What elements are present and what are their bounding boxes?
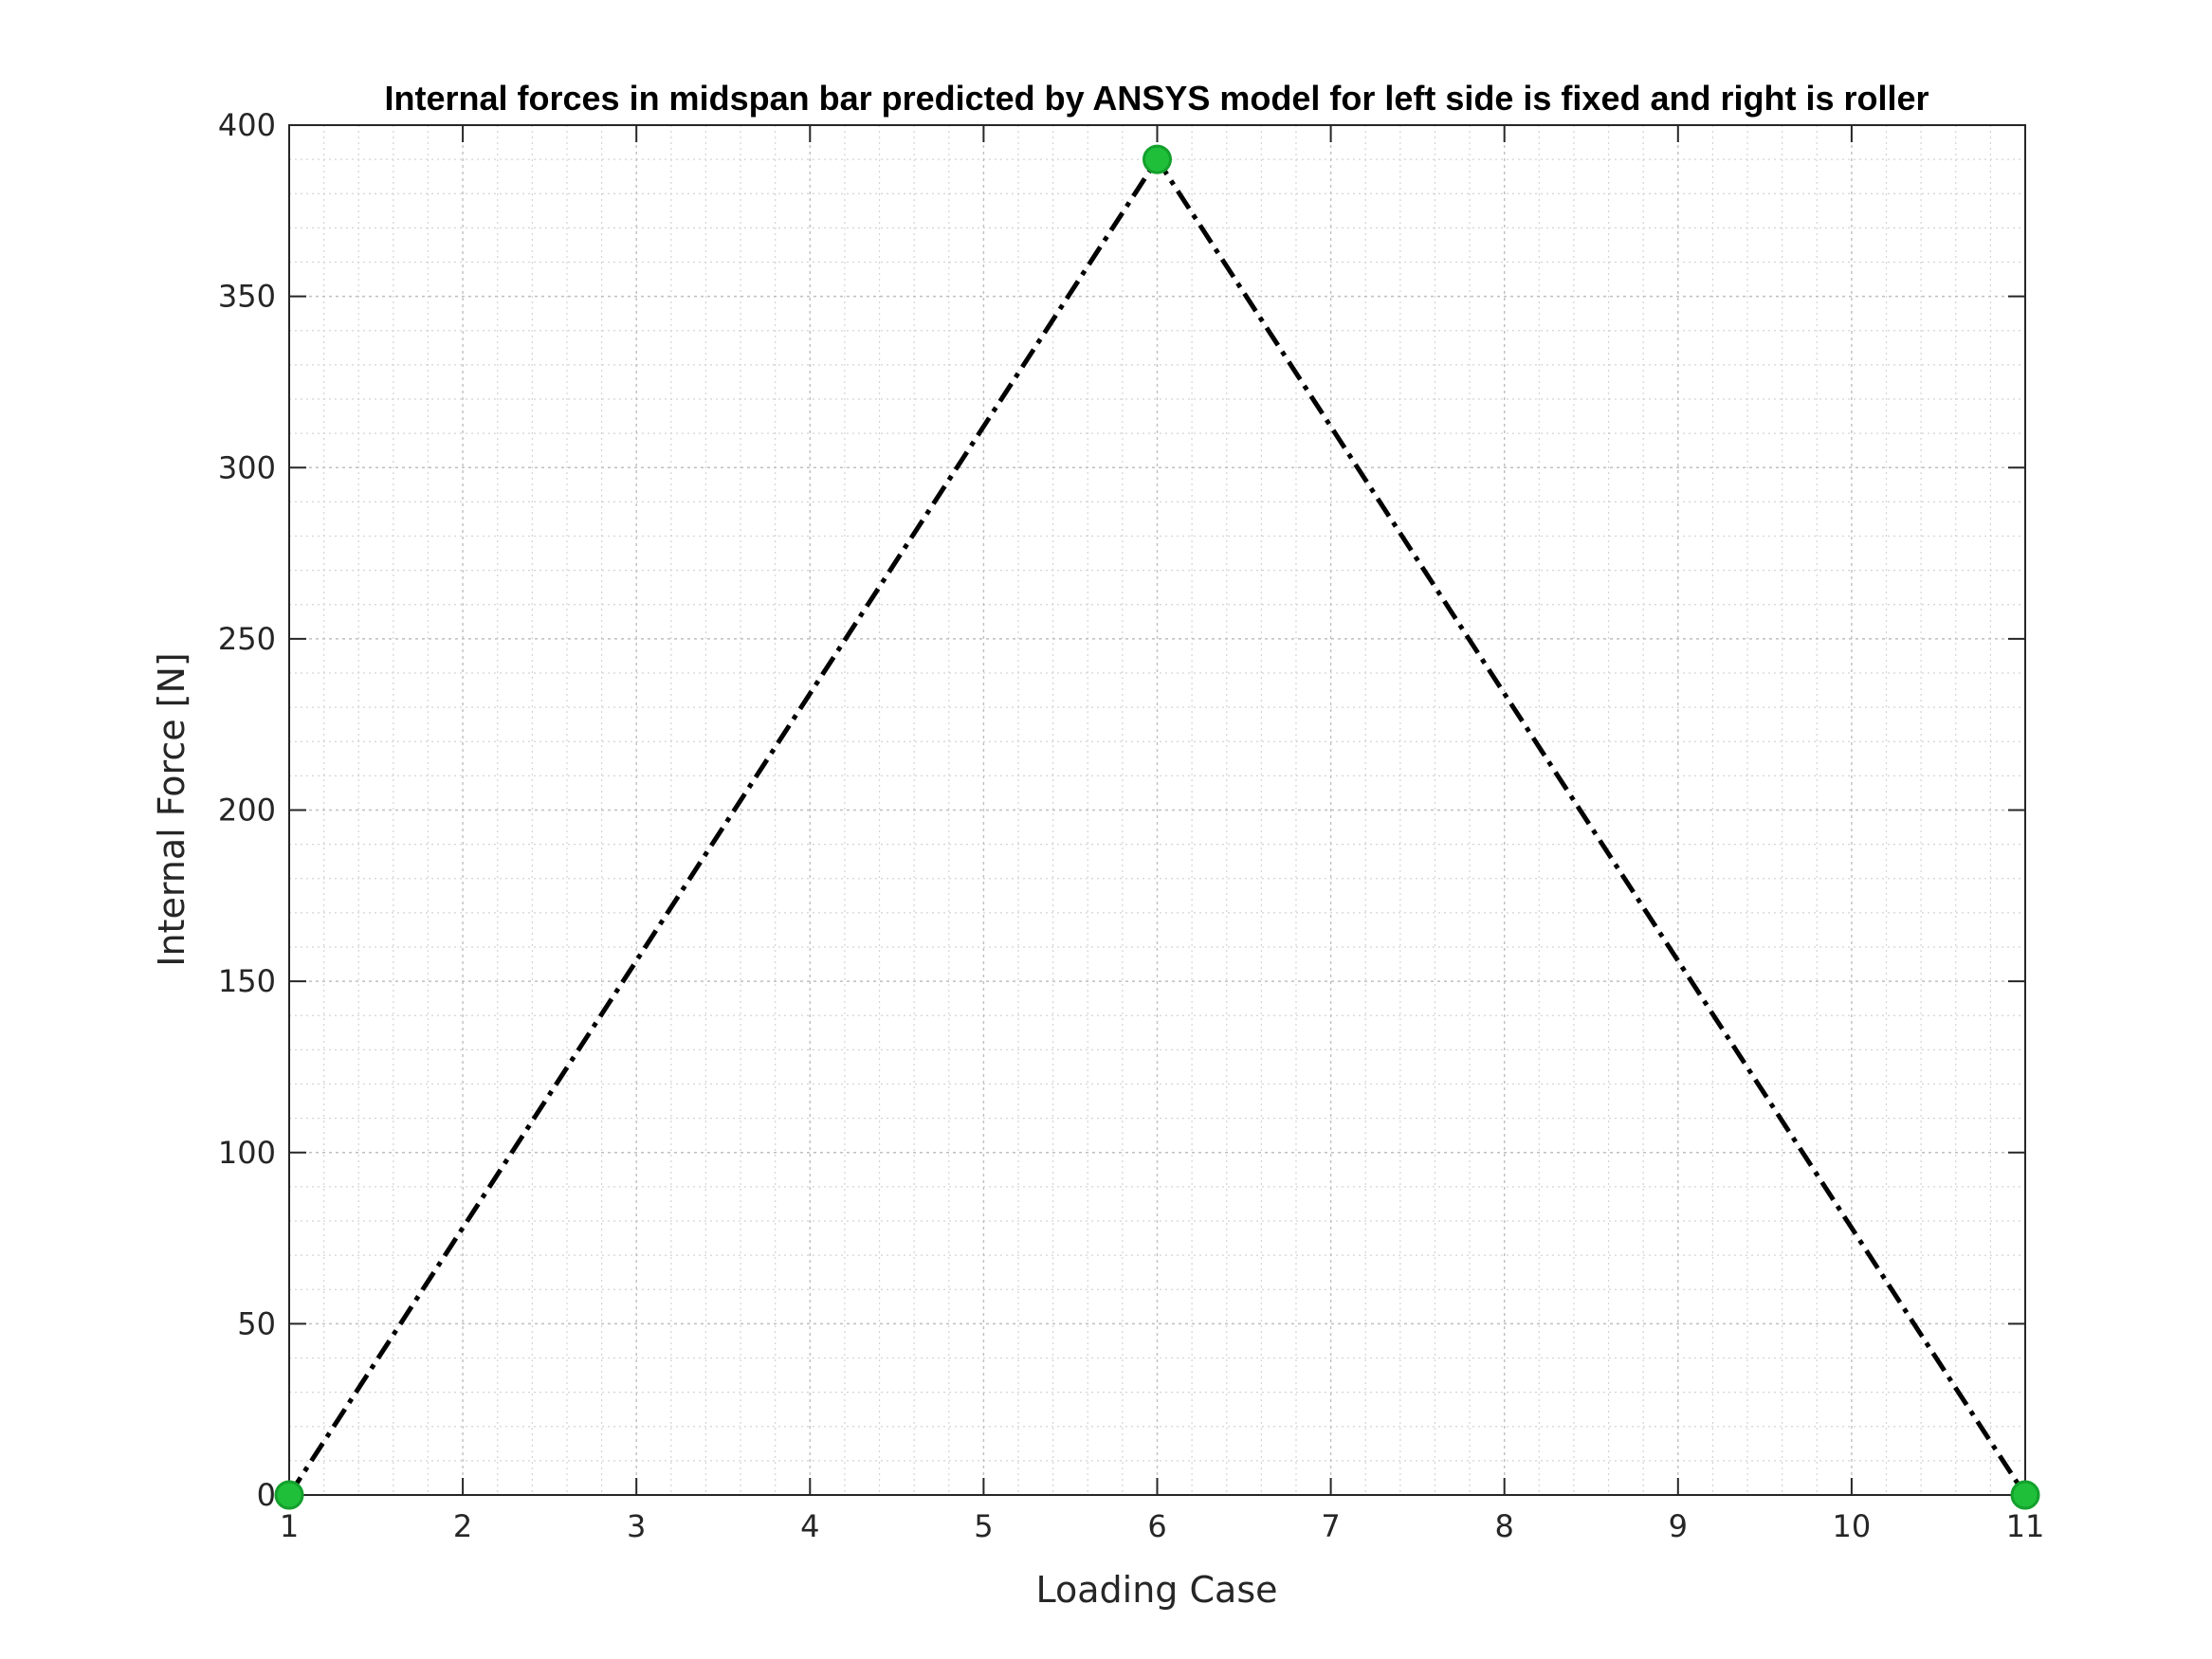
y-tick-label: 350 [218,279,276,315]
y-tick-labels: 0 50 100 150 200 250 300 350 400 [218,107,276,1513]
x-tick-label: 10 [1833,1508,1872,1544]
series-layer [274,144,2040,1510]
y-tick-label: 50 [237,1305,276,1341]
x-tick-label: 2 [453,1508,472,1544]
y-tick-label: 300 [218,449,276,485]
x-tick-label: 3 [627,1508,646,1544]
x-tick-label: 1 [280,1508,299,1544]
x-tick-label: 8 [1495,1508,1514,1544]
data-point [2010,1480,2040,1510]
data-point [1143,144,1172,174]
x-tick-label: 9 [1669,1508,1688,1544]
y-tick-label: 200 [218,793,276,829]
y-tick-label: 250 [218,621,276,657]
x-tick-label: 5 [974,1508,993,1544]
data-point [274,1480,304,1510]
x-tick-label: 11 [2006,1508,2045,1544]
x-tick-label: 4 [800,1508,819,1544]
y-tick-label: 150 [218,963,276,999]
y-tick-label: 400 [218,107,276,143]
x-tick-label: 6 [1147,1508,1166,1544]
major-grid [289,125,2025,1495]
chart-title: Internal forces in midspan bar predicted… [384,79,1929,118]
y-axis-label: Internal Force [N] [151,652,192,967]
x-axis-label: Loading Case [1036,1569,1278,1611]
x-tick-labels: 1 2 3 4 5 6 7 8 9 10 11 [280,1508,2045,1544]
y-tick-label: 0 [257,1477,276,1513]
y-tick-label: 100 [218,1135,276,1171]
x-tick-label: 7 [1321,1508,1340,1544]
